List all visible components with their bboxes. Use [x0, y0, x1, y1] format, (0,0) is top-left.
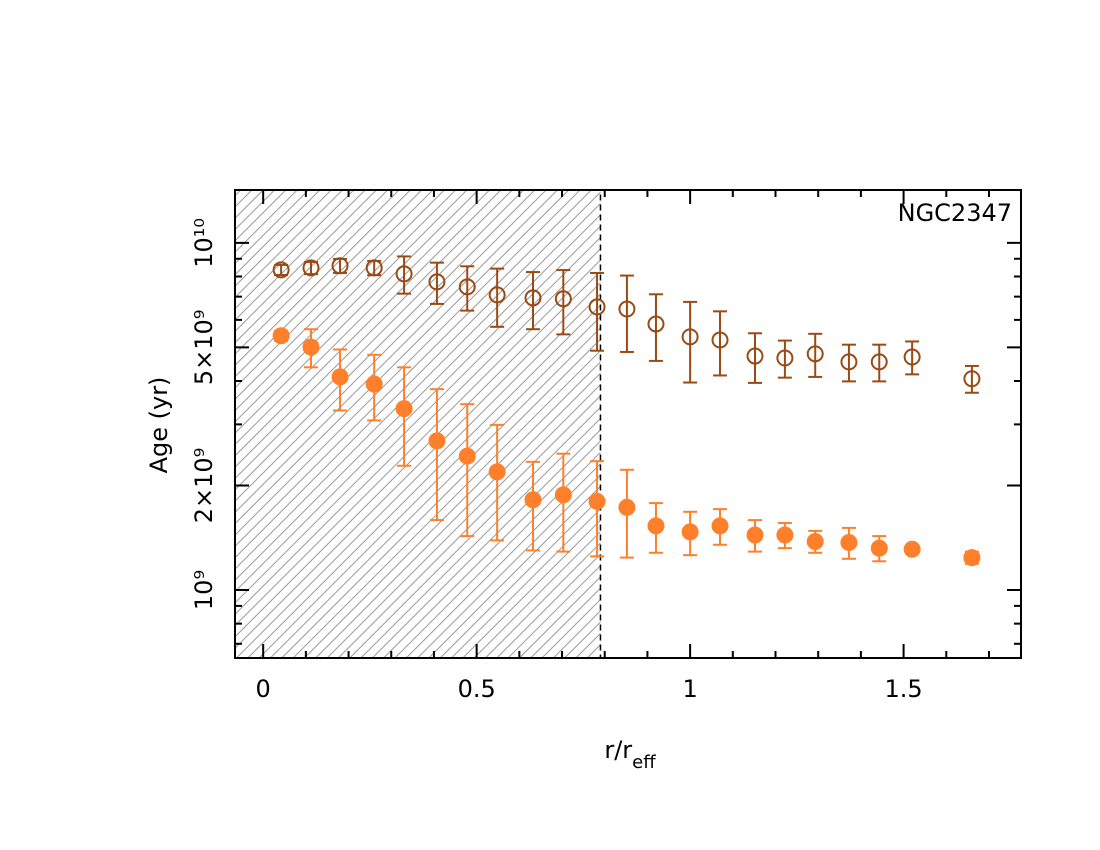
data-point [963, 549, 981, 567]
data-point [746, 526, 764, 544]
y-tick-label: 2×10⁹ [190, 448, 218, 524]
data-point [746, 347, 764, 365]
x-tick-label: 0 [256, 675, 271, 703]
data-point [806, 345, 824, 363]
data-point [681, 328, 699, 346]
data-point [365, 375, 383, 393]
error-bar [683, 300, 698, 384]
data-point [428, 273, 446, 291]
error-bar [872, 343, 887, 383]
data-point [806, 532, 824, 550]
x-tick-label: 0.5 [458, 675, 496, 703]
shaded-region [234, 189, 602, 659]
error-bar [619, 274, 634, 353]
data-point [488, 463, 506, 481]
data-point [840, 534, 858, 552]
data-point [647, 315, 665, 333]
data-point [554, 486, 572, 504]
data-point [302, 338, 320, 356]
error-bar [490, 267, 505, 328]
y-tick-label: 10⁹ [190, 570, 218, 610]
x-tick-label: 1.5 [885, 675, 923, 703]
data-point [458, 278, 476, 296]
data-point [428, 432, 446, 450]
data-point [272, 261, 290, 279]
error-bar [808, 332, 823, 378]
data-point [365, 259, 383, 277]
error-bar [429, 388, 444, 522]
x-axis-label: r/reff [604, 736, 656, 773]
error-bar [429, 261, 444, 305]
error-bar [460, 265, 475, 312]
x-axis-label-sub: eff [632, 752, 656, 773]
data-point [588, 492, 606, 510]
error-bar [777, 339, 792, 379]
error-bar [490, 423, 505, 542]
data-point [588, 298, 606, 316]
error-bar [556, 269, 571, 336]
data-point [870, 353, 888, 371]
error-bar [397, 255, 412, 295]
data-point [681, 523, 699, 541]
data-point [331, 368, 349, 386]
data-point [963, 370, 981, 388]
x-axis-label-main: r/r [604, 736, 632, 764]
data-point [331, 257, 349, 275]
data-point [711, 331, 729, 349]
data-point [618, 300, 636, 318]
x-tick-label: 1 [682, 675, 697, 703]
data-point [776, 526, 794, 544]
data-point [395, 265, 413, 283]
error-bar [905, 340, 920, 376]
data-point [554, 290, 572, 308]
data-point [903, 540, 921, 558]
data-point [458, 447, 476, 465]
annotation: NGC2347 [898, 199, 1012, 227]
data-point [524, 491, 542, 509]
data-point [903, 348, 921, 366]
data-point [488, 286, 506, 304]
data-point [272, 327, 290, 345]
data-point [776, 349, 794, 367]
y-axis-label: Age (yr) [145, 377, 173, 474]
error-bar [841, 343, 856, 383]
data-point [840, 353, 858, 371]
error-bar [964, 364, 979, 394]
data-point [302, 259, 320, 277]
y-tick-label: 10¹⁰ [190, 218, 218, 268]
error-bar [748, 332, 763, 384]
data-point [618, 498, 636, 516]
error-bar [648, 293, 663, 362]
y-tick-label: 5×10⁹ [190, 310, 218, 386]
error-bar [526, 271, 541, 331]
error-bar [713, 310, 728, 377]
error-bar [590, 271, 605, 352]
error-bar [460, 403, 475, 538]
data-point [647, 517, 665, 535]
data-point [870, 539, 888, 557]
data-point [711, 517, 729, 535]
data-point [395, 400, 413, 418]
data-point [524, 289, 542, 307]
